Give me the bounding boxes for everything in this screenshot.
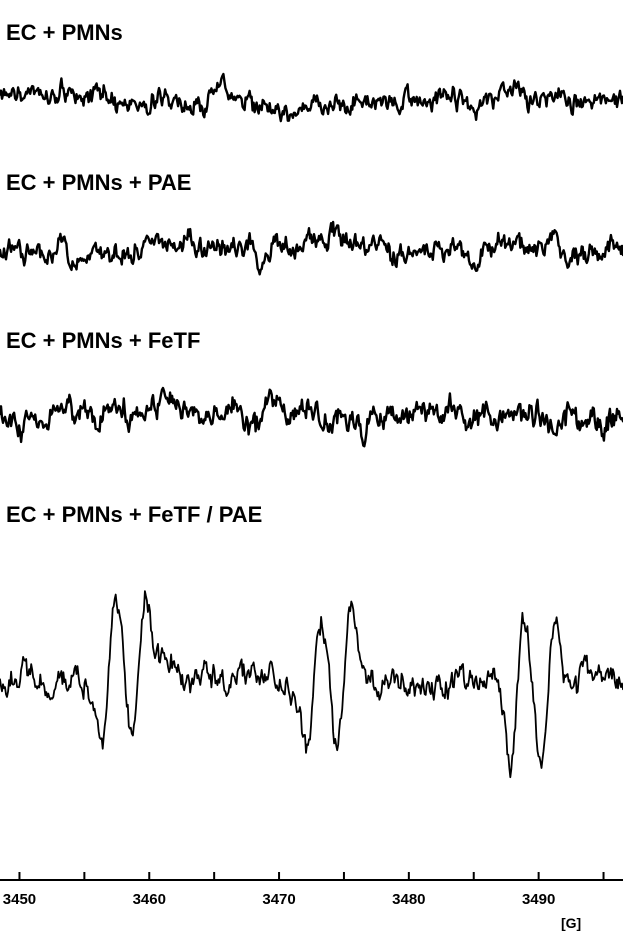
trace-ec-pmns-fetf-pae (0, 590, 623, 779)
trace-ec-pmns-pae (0, 220, 623, 276)
trace-ec-pmns (0, 72, 623, 123)
panel-title-ec-pmns-pae: EC + PMNs + PAE (6, 170, 191, 195)
trace-ec-pmns-fetf (0, 386, 623, 448)
x-tick-label-3480: 3480 (392, 891, 425, 908)
x-axis-unit-label: [G] (561, 915, 581, 931)
x-axis-ticks (18, 872, 605, 881)
x-axis-tick-labels: 3450 3460 3470 3480 3490 (3, 891, 556, 908)
x-tick-label-3450: 3450 (3, 891, 36, 908)
x-tick-label-3490: 3490 (522, 891, 555, 908)
x-tick-label-3460: 3460 (133, 891, 166, 908)
panel-title-ec-pmns-fetf: EC + PMNs + FeTF (6, 328, 200, 353)
x-tick-label-3470: 3470 (262, 891, 295, 908)
panel-title-ec-pmns: EC + PMNs (6, 20, 123, 45)
panel-title-ec-pmns-fetf-pae: EC + PMNs + FeTF / PAE (6, 502, 262, 527)
